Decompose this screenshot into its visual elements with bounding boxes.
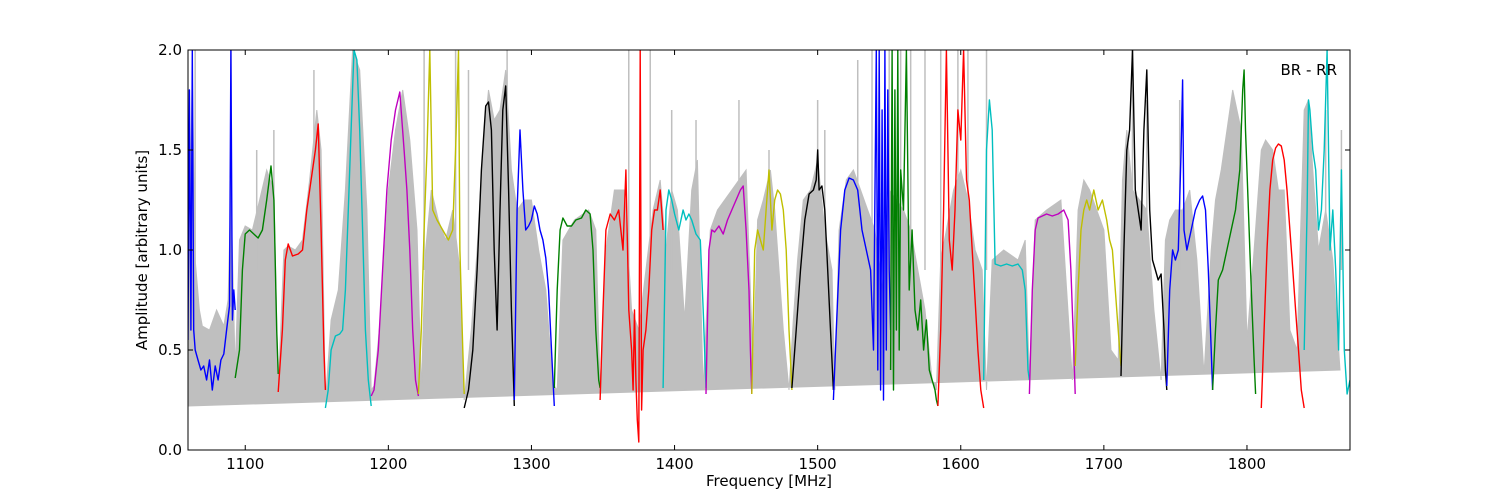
series-line-4-cyan bbox=[324, 50, 372, 409]
y-axis-ticks: 0.0 0.5 1.0 1.5 2.0 bbox=[158, 41, 1350, 459]
series-line-24-red bbox=[1260, 143, 1305, 409]
series-line-22-blue bbox=[1166, 79, 1214, 391]
y-axis-label: Amplitude [arbitrary units] bbox=[133, 150, 151, 350]
series-line-5-magenta bbox=[370, 91, 420, 397]
series-line-18-cyan bbox=[983, 99, 1031, 381]
series-line-25-cyan bbox=[1303, 50, 1350, 395]
chart-annotation: BR - RR bbox=[1280, 61, 1337, 79]
x-tick-label: 1200 bbox=[369, 455, 407, 473]
x-tick-label: 1700 bbox=[1085, 455, 1123, 473]
y-tick-label: 0.5 bbox=[158, 341, 182, 359]
x-tick-label: 1400 bbox=[655, 455, 693, 473]
series-line-3-red bbox=[277, 123, 327, 393]
series-line-7-black bbox=[463, 85, 515, 409]
series-line-12-magenta bbox=[705, 185, 753, 395]
y-tick-label: 1.5 bbox=[158, 141, 182, 159]
series-line-19-magenta bbox=[1028, 209, 1076, 395]
series-line-14-black bbox=[791, 149, 835, 391]
x-axis-ticks: 1100 1200 1300 1400 1500 1600 1700 1800 bbox=[226, 50, 1266, 473]
x-tick-label: 1100 bbox=[226, 455, 264, 473]
series-layer bbox=[188, 50, 1350, 443]
x-tick-label: 1800 bbox=[1228, 455, 1266, 473]
envelope-band bbox=[188, 50, 1341, 407]
series-line-13-yellow bbox=[751, 169, 793, 395]
series-line-1-blue bbox=[188, 50, 236, 391]
series-line-20-yellow bbox=[1074, 189, 1122, 367]
series-line-11-cyan bbox=[662, 189, 707, 389]
x-tick-label: 1600 bbox=[942, 455, 980, 473]
y-tick-label: 1.0 bbox=[158, 241, 182, 259]
y-tick-label: 0.0 bbox=[158, 441, 182, 459]
envelope-layer bbox=[188, 50, 1343, 407]
series-line-15-blue bbox=[832, 50, 892, 401]
series-line-23-green bbox=[1211, 69, 1257, 395]
x-axis-label: Frequency [MHz] bbox=[706, 472, 832, 490]
series-line-2-green bbox=[234, 165, 279, 379]
series-line-17-red bbox=[937, 50, 985, 409]
series-line-6-yellow bbox=[417, 50, 465, 395]
x-tick-label: 1300 bbox=[512, 455, 550, 473]
x-tick-label: 1500 bbox=[799, 455, 837, 473]
series-line-9-green bbox=[553, 209, 601, 389]
series-line-21-black bbox=[1120, 50, 1168, 391]
series-line-10-red bbox=[599, 50, 664, 443]
series-line-16-green bbox=[889, 50, 939, 407]
y-tick-label: 2.0 bbox=[158, 41, 182, 59]
series-line-8-blue bbox=[513, 129, 555, 407]
